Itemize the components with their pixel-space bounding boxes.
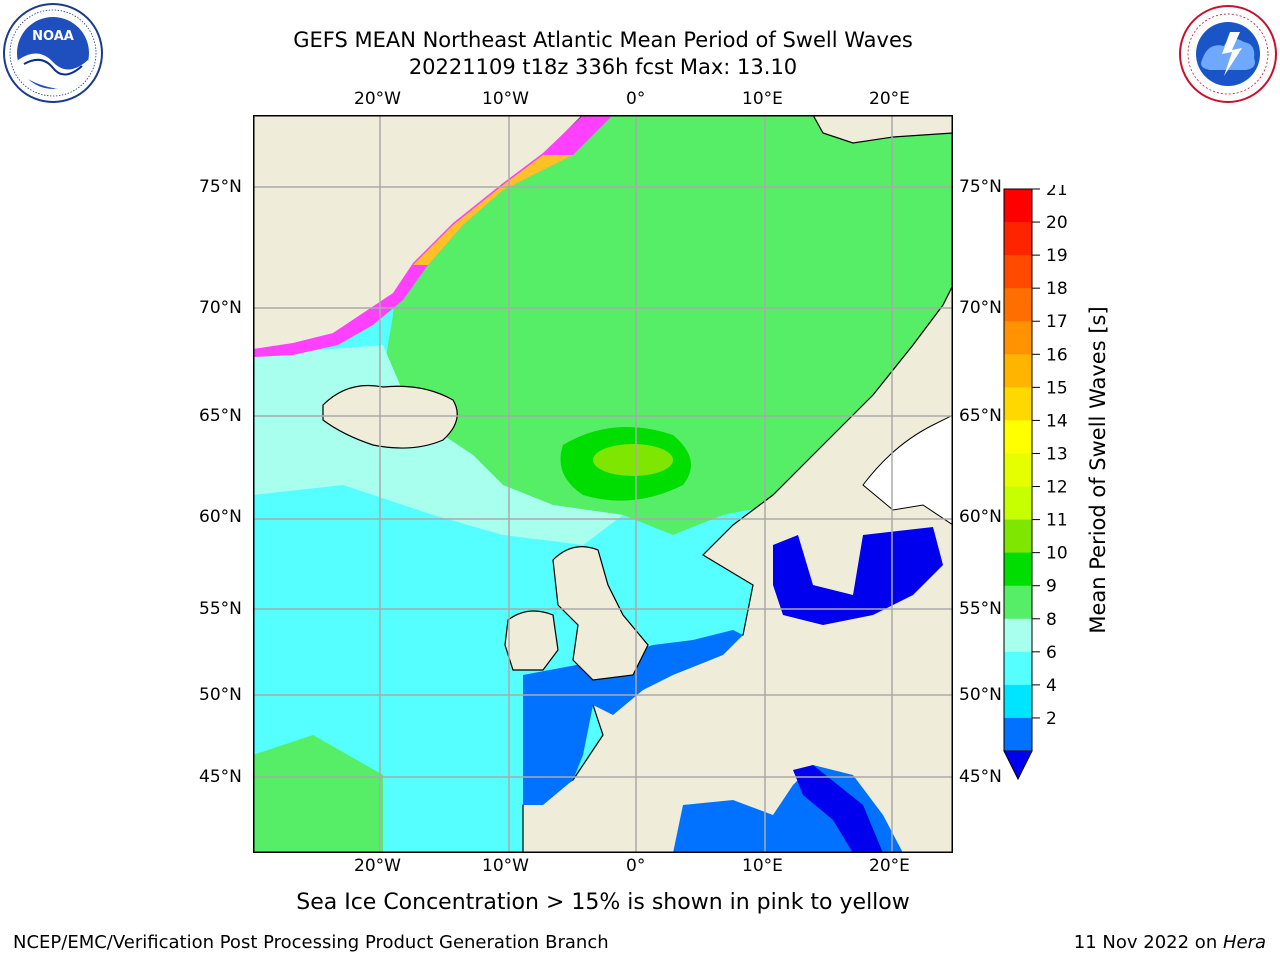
colorbar-segment <box>1004 420 1032 454</box>
colorbar-segments <box>1004 189 1032 752</box>
colorbar-frame <box>1003 188 1033 752</box>
gulf-of-bothnia <box>862 414 953 526</box>
colorbar-tick-label: 14 <box>1046 411 1068 431</box>
lon-label-bottom-0: 0° <box>626 856 646 876</box>
colorbar-tick-label: 17 <box>1046 312 1068 332</box>
map-panel <box>253 115 953 853</box>
colorbar-tick-label: 15 <box>1046 378 1068 398</box>
colorbar-tick-label: 20 <box>1046 213 1068 233</box>
graticule <box>253 115 953 853</box>
colorbar-segment <box>1004 387 1032 421</box>
footer-left: NCEP/EMC/Verification Post Processing Pr… <box>13 932 609 953</box>
sea-ice-low-concentration <box>413 155 573 265</box>
lat-label-right-70n: 70°N <box>959 298 1002 318</box>
lon-label-top-20w: 20°W <box>354 89 401 109</box>
lat-label-left-60n: 60°N <box>199 507 242 527</box>
colorbar-tick-label: 16 <box>1046 345 1068 365</box>
adriatic-sea <box>793 765 883 853</box>
colorbar-segment <box>1004 321 1032 355</box>
lon-label-top-10e: 10°E <box>742 89 783 109</box>
colorbar-tick-label: 12 <box>1046 478 1068 498</box>
colorbar-ticks: 21 20 19 18 17 16 15 14 13 12 11 10 9 8 6 4 2 <box>1032 185 1068 729</box>
colorbar-tick-label: 19 <box>1046 246 1068 266</box>
footer-right: 11 Nov 2022 on Hera <box>1074 932 1266 953</box>
lon-label-top-10w: 10°W <box>482 89 529 109</box>
colorbar-segment <box>1004 288 1032 322</box>
lat-label-left-55n: 55°N <box>199 599 242 619</box>
colorbar-segment <box>1004 354 1032 388</box>
colorbar-segment <box>1004 453 1032 488</box>
colorbar-tick-label: 18 <box>1046 279 1068 299</box>
swell-zone-max <box>593 444 673 476</box>
lat-label-left-70n: 70°N <box>199 298 242 318</box>
chart-subtitle: 20221109 t18z 336h fcst Max: 13.10 <box>408 55 798 79</box>
colorbar-extend-triangle <box>1003 750 1033 781</box>
footer-date: 11 Nov 2022 on <box>1073 932 1223 953</box>
lon-label-bottom-10e: 10°E <box>742 856 783 876</box>
colorbar-segment <box>1004 486 1032 521</box>
colorbar-segment <box>1004 222 1032 256</box>
colorbar-segment <box>1004 519 1032 554</box>
lat-label-right-65n: 65°N <box>959 406 1002 426</box>
colorbar-tick-label: 2 <box>1046 709 1057 729</box>
colorbar-tick-label: 4 <box>1046 676 1057 696</box>
nws-logo <box>1179 5 1277 103</box>
noaa-logo: NOAA <box>3 3 103 103</box>
sea-ice-caption: Sea Ice Concentration > 15% is shown in … <box>296 890 910 915</box>
colorbar-segment <box>1004 585 1032 620</box>
colorbar-tick-label: 21 <box>1046 185 1068 200</box>
lon-label-bottom-20e: 20°E <box>869 856 910 876</box>
colorbar-tick-label: 6 <box>1046 643 1057 663</box>
ireland-land <box>504 610 559 671</box>
lon-label-top-0: 0° <box>626 89 646 109</box>
colorbar-segment <box>1004 717 1032 752</box>
chart-title: GEFS MEAN Northeast Atlantic Mean Period… <box>293 28 913 52</box>
svalbard-land <box>812 115 953 144</box>
lat-label-right-60n: 60°N <box>959 507 1002 527</box>
lat-label-right-75n: 75°N <box>959 177 1002 197</box>
colorbar-label: Mean Period of Swell Waves [s] <box>1086 306 1110 634</box>
great-britain-land <box>552 546 649 681</box>
colorbar-tick-label: 11 <box>1046 511 1068 531</box>
lon-label-bottom-20w: 20°W <box>354 856 401 876</box>
lat-label-left-65n: 65°N <box>199 406 242 426</box>
swell-zone-sw <box>253 735 383 853</box>
lat-label-left-75n: 75°N <box>199 177 242 197</box>
lat-label-right-45n: 45°N <box>959 767 1002 787</box>
colorbar-tick-label: 9 <box>1046 577 1057 597</box>
colorbar-segment <box>1004 255 1032 289</box>
lat-label-right-55n: 55°N <box>959 599 1002 619</box>
colorbar: 21 20 19 18 17 16 15 14 13 12 11 10 9 8 6 4 2 <box>1003 185 1068 781</box>
colorbar-segment <box>1004 189 1032 223</box>
lat-label-left-50n: 50°N <box>199 685 242 705</box>
lon-label-bottom-10w: 10°W <box>482 856 529 876</box>
noaa-logo-text: NOAA <box>32 29 74 44</box>
colorbar-segment <box>1004 552 1032 587</box>
colorbar-segment <box>1004 651 1032 686</box>
swell-zone-9-10s <box>383 115 953 535</box>
lat-label-right-50n: 50°N <box>959 685 1002 705</box>
colorbar-segment <box>1004 684 1032 719</box>
colorbar-tick-label: 10 <box>1046 544 1068 564</box>
map-frame <box>253 115 953 853</box>
footer-host: Hera <box>1222 932 1266 953</box>
colorbar-segment <box>1004 618 1032 653</box>
swell-zone-2-4s <box>523 630 743 805</box>
lon-label-top-20e: 20°E <box>869 89 910 109</box>
colorbar-tick-label: 8 <box>1046 610 1057 630</box>
colorbar-tick-label: 13 <box>1046 444 1068 464</box>
baltic-sea <box>773 527 943 625</box>
lat-label-left-45n: 45°N <box>199 767 242 787</box>
